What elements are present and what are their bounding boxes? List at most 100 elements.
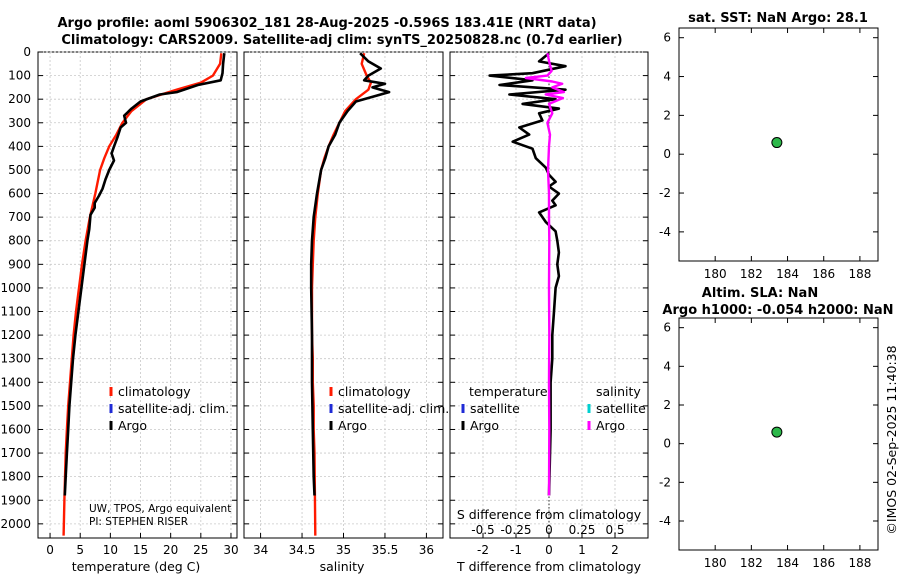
x-tick-label: 2 — [611, 543, 619, 557]
x-tick-label: 0 — [46, 543, 54, 557]
x-tick-label: 188 — [848, 267, 871, 281]
x-tick-label: 184 — [776, 267, 799, 281]
depth-tick-label: 1600 — [0, 422, 31, 436]
temperature-axis-label: temperature (deg C) — [72, 559, 201, 574]
difference-legend: temperature satellite Argo salinity sate… — [461, 384, 646, 433]
figure-title-line2: Climatology: CARS2009. Satellite-adj cli… — [61, 33, 622, 48]
figure-title-line1: Argo profile: aoml 5906302_181 28-Aug-20… — [57, 16, 596, 31]
s-tick-label: 0 — [545, 523, 553, 537]
x-tick-label: 5 — [76, 543, 84, 557]
x-tick-label: 188 — [848, 556, 871, 570]
sst-panel-title: sat. SST: NaN Argo: 28.1 — [688, 11, 868, 26]
series-s-difference-argo- — [524, 52, 566, 496]
depth-tick-label: 1100 — [0, 305, 31, 319]
series-argo — [309, 52, 391, 496]
float-info-line1: UW, TPOS, Argo equivalent — [89, 503, 231, 515]
salinity-axis-label: salinity — [320, 559, 365, 574]
y-tick-label: -4 — [659, 225, 671, 239]
legend-climatology-label: climatology — [118, 384, 191, 399]
x-tick-label: 180 — [704, 267, 727, 281]
y-tick-label: 2 — [663, 398, 671, 412]
s-tick-label: -0.5 — [471, 523, 494, 537]
depth-tick-label: 200 — [8, 92, 31, 106]
x-tick-label: 34 — [253, 543, 268, 557]
legend-s-argo-label: Argo — [596, 418, 625, 433]
depth-tick-label: 100 — [8, 69, 31, 83]
y-tick-label: -2 — [659, 475, 671, 489]
tick-layer: 0 5 10 15 20 25 30 34 34.5 35 35.5 36 -2 -1 0 1 20100200… — [0, 28, 878, 570]
temperature-legend: climatology satellite-adj. clim. Argo — [109, 384, 229, 433]
x-tick-label: 34.5 — [289, 543, 316, 557]
sla-panel-title-line2: Argo h1000: -0.054 h2000: NaN — [662, 303, 893, 318]
y-tick-label: 0 — [663, 147, 671, 161]
series-layer — [62, 52, 783, 536]
depth-tick-label: 700 — [8, 210, 31, 224]
t-difference-axis-label: T difference from climatology — [456, 559, 642, 574]
depth-tick-label: 300 — [8, 116, 31, 130]
y-tick-label: 0 — [663, 437, 671, 451]
depth-tick-label: 0 — [23, 45, 31, 59]
depth-tick-label: 1900 — [0, 493, 31, 507]
float-position-marker — [771, 426, 783, 438]
depth-tick-label: 400 — [8, 139, 31, 153]
legend-t-satellite-label: satellite — [470, 401, 520, 416]
depth-tick-label: 1800 — [0, 470, 31, 484]
depth-tick-label: 1000 — [0, 281, 31, 295]
x-tick-label: 1 — [578, 543, 586, 557]
legend-s-satellite-label: satellite — [596, 401, 646, 416]
x-tick-label: 182 — [740, 267, 763, 281]
depth-tick-label: 1500 — [0, 399, 31, 413]
x-tick-label: 186 — [812, 267, 835, 281]
s-tick-label: 0.5 — [605, 523, 624, 537]
s-difference-axis-label: S difference from climatology — [457, 507, 642, 522]
s-tick-label: 0.25 — [569, 523, 596, 537]
salinity-legend: climatology satellite-adj. clim. Argo — [329, 384, 449, 433]
legend-satellite-label: satellite-adj. clim. — [338, 401, 449, 416]
depth-tick-label: 1700 — [0, 446, 31, 460]
x-tick-label: 25 — [193, 543, 208, 557]
x-tick-label: 15 — [133, 543, 148, 557]
x-tick-label: 180 — [704, 556, 727, 570]
legend-argo-label: Argo — [338, 418, 367, 433]
legend-t-argo-label: Argo — [470, 418, 499, 433]
legend-satellite-label: satellite-adj. clim. — [118, 401, 229, 416]
float-info-line2: PI: STEPHEN RISER — [89, 516, 188, 528]
imos-watermark: ©IMOS 02-Sep-2025 11:40:38 — [884, 345, 899, 534]
depth-tick-label: 1400 — [0, 375, 31, 389]
legend-climatology-label: climatology — [338, 384, 411, 399]
y-tick-label: 4 — [663, 359, 671, 373]
x-tick-label: 184 — [776, 556, 799, 570]
x-tick-label: 36 — [419, 543, 434, 557]
depth-tick-label: 1300 — [0, 352, 31, 366]
y-tick-label: -4 — [659, 514, 671, 528]
x-tick-label: 35.5 — [372, 543, 399, 557]
legend-temperature-heading: temperature — [469, 384, 548, 399]
y-tick-label: 6 — [663, 321, 671, 335]
y-tick-label: 2 — [663, 108, 671, 122]
x-tick-label: -1 — [510, 543, 522, 557]
series-climatology-deep — [62, 495, 66, 536]
legend-argo-label: Argo — [118, 418, 147, 433]
y-tick-label: 4 — [663, 70, 671, 84]
x-tick-label: 186 — [812, 556, 835, 570]
grid-layer — [38, 51, 648, 538]
depth-tick-label: 1200 — [0, 328, 31, 342]
x-tick-label: 182 — [740, 556, 763, 570]
x-tick-label: 10 — [103, 543, 118, 557]
depth-tick-label: 2000 — [0, 517, 31, 531]
depth-tick-label: 500 — [8, 163, 31, 177]
x-tick-label: 35 — [336, 543, 351, 557]
x-tick-label: 20 — [163, 543, 178, 557]
float-position-marker — [771, 137, 783, 149]
y-tick-label: 6 — [663, 31, 671, 45]
legend-salinity-heading: salinity — [596, 384, 641, 399]
depth-tick-label: 600 — [8, 187, 31, 201]
sla-panel-title-line1: Altim. SLA: NaN — [702, 286, 818, 301]
y-tick-label: -2 — [659, 186, 671, 200]
x-tick-label: -2 — [477, 543, 489, 557]
depth-tick-label: 800 — [8, 234, 31, 248]
series-argo — [63, 53, 226, 496]
x-tick-label: 0 — [545, 543, 553, 557]
temperature-axes — [37, 51, 238, 539]
